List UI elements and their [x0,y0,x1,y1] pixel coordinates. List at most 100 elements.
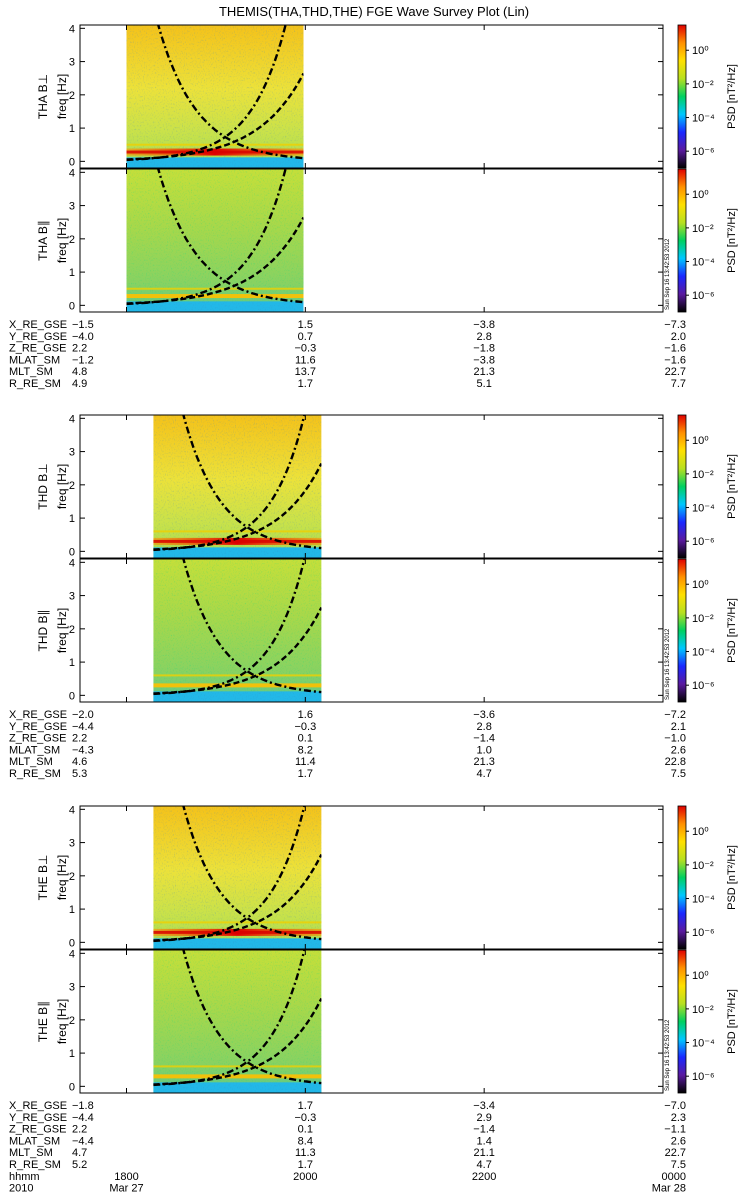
ephemeris-value: 1.7 [298,768,313,780]
colorbar-tick-label: 10⁰ [692,970,709,982]
cyclotron-curve [182,950,322,1085]
panel-frame [79,805,664,950]
ephemeris-value: 0.1 [298,1124,313,1136]
panel-name-label: THA B⊥ [36,74,50,119]
cyclotron-curve [182,415,322,550]
spectrogram-panel: 0 1 2 3 4 THE B⊥ freq [Hz] 10⁰ 10⁻² 10⁻⁴ 10⁻⁶ PSD [… [36,804,738,950]
ephemeris-row-label: X_RE_GSE [9,319,67,331]
y-tick-label: 4 [69,23,75,35]
ephemeris-row-label: Y_RE_GSE [9,721,67,733]
colorbar-tick-label: 10⁻² [692,613,714,625]
ephemeris-row-label: R_RE_SM [9,378,61,390]
ephemeris-value: 1.5 [298,319,313,331]
colorbar-label: PSD [nT²/Hz] [726,989,738,1054]
colorbar-tick-label: 10⁰ [692,45,709,57]
ephemeris-value: 7.7 [671,378,686,390]
y-tick-label: 0 [69,937,75,949]
colorbar-tick-label: 10⁻² [692,860,714,872]
ephemeris-value: −3.8 [473,354,495,366]
y-tick-label: 1 [69,657,75,669]
y-tick-label: 1 [69,513,75,525]
ephemeris-value: −3.4 [473,1100,495,1112]
y-axis-label: freq [Hz] [55,74,69,119]
ephemeris-table: X_RE_GSE −1.5 1.5 −3.8 −7.3 Y_RE_GSE −4.0 0.7 2.… [9,319,686,390]
y-tick-label: 3 [69,201,75,213]
colorbar: 10⁰ 10⁻² 10⁻⁴ 10⁻⁶ PSD [nT²/Hz] [677,414,738,559]
colorbar-label: PSD [nT²/Hz] [726,64,738,129]
colorbar-tick-label: 10⁻⁴ [692,1038,715,1050]
ephemeris-value: 1.4 [477,1135,492,1147]
y-tick-label: 2 [69,480,75,492]
cyclotron-curve [153,806,306,943]
ephemeris-value: 1.0 [477,744,492,756]
panel-frame [79,949,664,1094]
spectrogram-panel: 0 1 2 3 4 THD B⊥ freq [Hz] 10⁰ 10⁻² 10⁻⁴ 10⁻⁶ PSD [… [36,413,738,559]
ephemeris-table: X_RE_GSE −2.0 1.6 −3.6 −7.2 Y_RE_GSE −4.4 −0.3 2… [9,709,686,780]
ephemeris-row-label: Y_RE_GSE [9,331,67,343]
spectrogram-panel: 0 1 2 3 4 THA B⊥ freq [Hz] 10⁰ 10⁻² 10⁻⁴ 10⁻⁶ PSD [… [36,23,738,169]
colorbar-tick-label: 10⁰ [692,189,709,201]
ephemeris-value: −1.6 [664,354,686,366]
x-tick-label: 2200 [472,1171,496,1183]
y-axis-label: freq [Hz] [55,464,69,509]
ephemeris-value: 5.3 [72,768,87,780]
x-tick-label: 0000 [662,1171,686,1183]
x-tick-label: 2000 [293,1171,317,1183]
cyclotron-curve [126,216,304,305]
ephemeris-value: −1.5 [72,319,94,331]
cyclotron-curve [153,559,306,696]
date-tick-label: Mar 28 [652,1183,686,1195]
ephemeris-row-label: X_RE_GSE [9,1100,67,1112]
y-tick-label: 4 [69,557,75,569]
colorbar-tick-label: 10⁻⁶ [692,1071,715,1083]
ephemeris-value: −1.4 [473,1124,495,1136]
colorbar-label: PSD [nT²/Hz] [726,208,738,273]
panel-frame [79,168,664,313]
x-tick-label: 1800 [114,1171,138,1183]
spectrogram-data [153,950,322,1093]
ephemeris-row-label: MLT_SM [9,1147,53,1159]
ephemeris-value: 2.3 [671,1112,686,1124]
spectrogram-data [153,559,322,702]
ephemeris-value: 1.7 [298,378,313,390]
ephemeris-value: −0.3 [294,721,316,733]
colorbar-tick-label: 10⁰ [692,435,709,447]
ephemeris-value: 8.4 [298,1135,313,1147]
cyclotron-curve [153,997,322,1086]
ephemeris-value: 1.6 [298,709,313,721]
ephemeris-value: 2.2 [72,1124,87,1136]
cyclotron-curve [182,559,322,694]
spectrogram-data [126,169,304,312]
cyclotron-curve [182,806,322,941]
spectrogram-data [153,806,322,949]
colorbar-tick-label: 10⁻² [692,469,714,481]
cyclotron-curve [153,853,322,942]
ephemeris-row-label: Y_RE_GSE [9,1112,67,1124]
ephemeris-row-label: Z_RE_GSE [9,733,66,745]
ephemeris-row-label: MLT_SM [9,366,53,378]
y-tick-label: 3 [69,57,75,69]
colorbar-tick-label: 10⁻² [692,1004,714,1016]
y-tick-label: 4 [69,167,75,179]
ephemeris-value: −1.4 [473,733,495,745]
ephemeris-value: −1.2 [72,354,94,366]
colorbar-label: PSD [nT²/Hz] [726,454,738,519]
colorbar-tick-label: 10⁻⁴ [692,647,715,659]
ephemeris-value: −1.1 [664,1124,686,1136]
colorbar-label: PSD [nT²/Hz] [726,845,738,910]
y-tick-label: 0 [69,690,75,702]
spectrogram-data [126,25,304,168]
ephemeris-value: 0.1 [298,733,313,745]
cyclotron-curve [153,606,322,695]
ephemeris-value: 0.7 [298,331,313,343]
ephemeris-value: −1.0 [664,733,686,745]
y-tick-label: 3 [69,838,75,850]
ephemeris-value: 13.7 [295,366,316,378]
ephemeris-value: 2.6 [671,1135,686,1147]
colorbar: 10⁰ 10⁻² 10⁻⁴ 10⁻⁶ PSD [nT²/Hz] [677,168,738,313]
panel-frame [79,24,664,169]
y-tick-label: 0 [69,300,75,312]
ephemeris-table: X_RE_GSE −1.8 1.7 −3.4 −7.0 Y_RE_GSE −4.4 −0.3 2… [9,1100,686,1171]
ephemeris-row-label: R_RE_SM [9,768,61,780]
ephemeris-value: −4.0 [72,331,94,343]
